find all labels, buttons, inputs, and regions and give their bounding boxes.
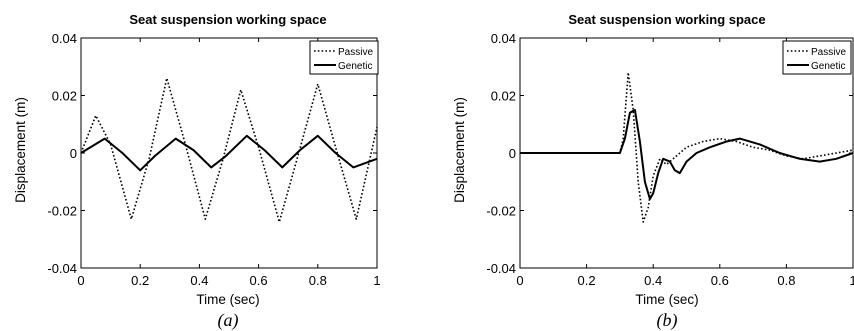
x-tick-label: 0.4: [644, 273, 662, 288]
y-tick-label: 0: [70, 146, 77, 161]
legend-label-passive: Passive: [338, 47, 373, 58]
y-tick-label: 0.02: [52, 89, 77, 104]
x-tick-label: 0.8: [777, 273, 795, 288]
legend-label-passive: Passive: [811, 47, 846, 58]
legend: Passive Genetic: [782, 40, 852, 75]
series-line-genetic: [520, 108, 854, 200]
x-tick-label: 0: [77, 273, 84, 288]
y-axis-label: Displacement (m): [452, 97, 467, 203]
y-tick-label: -0.02: [47, 204, 77, 219]
chart-title: Seat suspension working space: [129, 12, 326, 27]
caption-b: (b): [657, 310, 678, 331]
x-tick-label: 0: [516, 273, 523, 288]
x-tick-label: 0.2: [131, 273, 149, 288]
x-tick-label: 0.8: [309, 273, 327, 288]
series-layer: [520, 71, 854, 223]
x-tick-label: 0.6: [250, 273, 268, 288]
legend-box: [782, 40, 852, 75]
y-tick-label: 0.04: [52, 31, 77, 46]
y-tick-label: 0.02: [491, 89, 516, 104]
x-axis-label: Time (sec): [635, 292, 698, 307]
legend: Passive Genetic: [309, 40, 379, 75]
x-tick-label: 0.2: [578, 273, 596, 288]
series-line-passive: [520, 71, 854, 223]
ticks-layer: 0 0.2 0.4 0.6 0.8 1 0.04 0.02 0 -0.02 -0.04: [47, 31, 380, 288]
x-tick-label: 0.4: [190, 273, 208, 288]
y-tick-label: 0.04: [491, 31, 516, 46]
chart-panel-b: Seat suspension working space 0 0.2 0.4 0.6…: [452, 12, 854, 331]
caption-a: (a): [218, 310, 239, 331]
series-layer: [80, 77, 378, 223]
ticks-layer: 0 0.2 0.4 0.6 0.8 1 0.04 0.02 0 -0.02 -0.04: [486, 31, 854, 288]
y-tick-label: -0.04: [486, 261, 516, 276]
x-tick-label: 0.6: [711, 273, 729, 288]
x-tick-label: 1: [849, 273, 854, 288]
y-tick-label: -0.04: [47, 261, 77, 276]
chart-title: Seat suspension working space: [568, 12, 765, 27]
chart-panel-a: Seat suspension working space 0 0.2 0.4 0.6…: [13, 12, 381, 331]
legend-label-genetic: Genetic: [811, 61, 845, 72]
legend-box: [309, 40, 379, 75]
x-tick-label: 1: [373, 273, 380, 288]
series-line-genetic: [80, 134, 378, 172]
y-tick-label: -0.02: [486, 204, 516, 219]
legend-label-genetic: Genetic: [338, 61, 372, 72]
y-axis-label: Displacement (m): [13, 97, 28, 203]
x-axis-label: Time (sec): [196, 292, 259, 307]
series-line-passive: [80, 77, 378, 223]
y-tick-label: 0: [509, 146, 516, 161]
